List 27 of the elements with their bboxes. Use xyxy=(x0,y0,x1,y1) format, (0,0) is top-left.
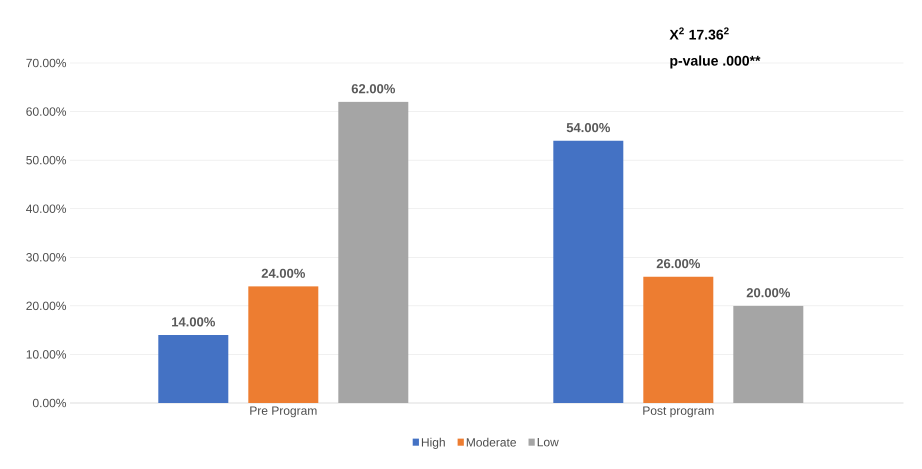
y-tick-label: 50.00% xyxy=(26,156,66,164)
data-label: 14.00% xyxy=(172,317,215,326)
data-label: 24.00% xyxy=(262,268,306,278)
legend-label: High xyxy=(422,438,445,449)
bar xyxy=(553,140,624,403)
y-tick-label: 20.00% xyxy=(26,302,66,310)
annotation: p-value .000** xyxy=(670,55,760,68)
x-tick-label: Pre Program xyxy=(250,406,317,418)
data-label: 26.00% xyxy=(656,258,700,268)
bar xyxy=(733,306,804,403)
legend-label: Low xyxy=(538,438,559,446)
text: X$^{2}$ 17.36$^{2}$ xyxy=(670,27,729,40)
bar xyxy=(338,102,408,403)
y-tick-label: 40.00% xyxy=(26,204,66,213)
bar xyxy=(158,335,228,403)
y-tick-label: 0.00% xyxy=(32,398,66,408)
y-tick-label: 60.00% xyxy=(26,107,66,116)
x-tick-label: Post program xyxy=(643,406,714,418)
y-tick-label: 70.00% xyxy=(26,58,66,68)
data-label: 20.00% xyxy=(746,288,790,298)
y-tick-label: 10.00% xyxy=(26,350,66,359)
data-label: 54.00% xyxy=(566,122,610,132)
data-label: 62.00% xyxy=(352,84,396,94)
bar xyxy=(643,276,714,403)
legend-label: Moderate xyxy=(466,438,516,447)
y-tick-label: 30.00% xyxy=(26,253,66,262)
bar xyxy=(248,286,318,403)
